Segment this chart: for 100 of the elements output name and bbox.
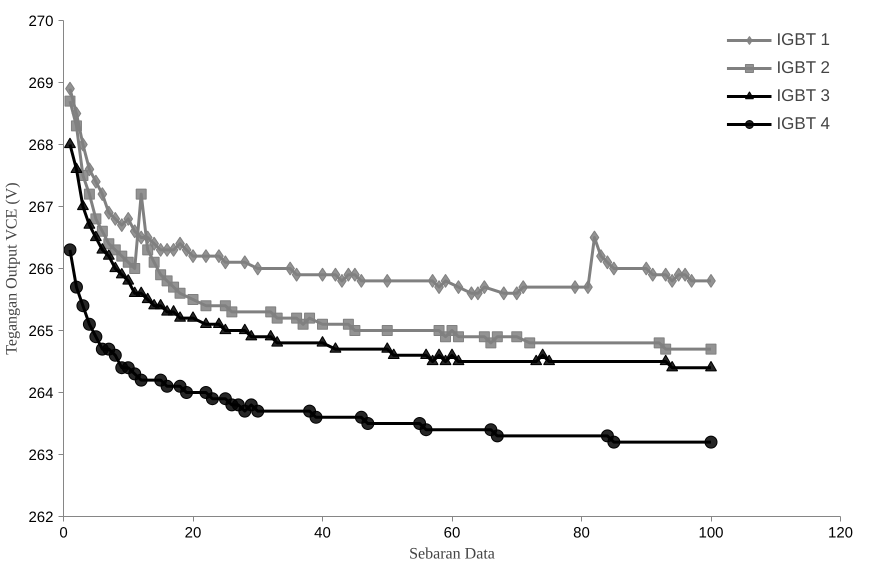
point (102, 249, 115, 260)
x-tick-label: 0 (59, 524, 68, 542)
point (704, 436, 718, 449)
point (187, 311, 199, 322)
point (116, 268, 128, 278)
point (240, 255, 250, 270)
point (264, 330, 277, 340)
point (660, 268, 671, 282)
point (492, 331, 503, 342)
y-tick-label: 266 (28, 261, 54, 278)
point (498, 286, 509, 300)
y-tick-label: 270 (28, 13, 54, 30)
point (136, 188, 147, 200)
point (245, 330, 258, 340)
point (64, 138, 76, 148)
point (433, 348, 446, 359)
point (142, 244, 154, 256)
x-axis-title: Sebaran Data (409, 546, 495, 562)
point (174, 311, 186, 322)
point (108, 348, 122, 362)
point (200, 317, 212, 328)
point (238, 324, 251, 334)
point (609, 262, 619, 276)
point (310, 410, 323, 424)
point (452, 331, 464, 342)
point (641, 262, 652, 276)
y-tick-label: 267 (28, 199, 54, 216)
point (226, 306, 238, 318)
point (154, 298, 167, 310)
point (382, 325, 393, 336)
point (123, 212, 134, 226)
point (84, 188, 95, 200)
point (90, 213, 102, 224)
x-tick-label: 100 (698, 524, 724, 542)
y-tick-label: 264 (28, 385, 54, 402)
point (420, 348, 432, 359)
x-tick-label: 40 (314, 524, 331, 542)
point (206, 392, 219, 406)
point (251, 404, 264, 418)
point (96, 226, 108, 237)
point (329, 342, 342, 353)
point (382, 274, 392, 288)
point (666, 360, 678, 372)
y-tick-label: 268 (28, 137, 54, 154)
point (420, 423, 433, 436)
legend-label: IGBT 1 (776, 30, 830, 50)
x-tick-label: 80 (573, 524, 590, 542)
point (543, 354, 556, 366)
point (317, 318, 328, 330)
point (511, 331, 522, 342)
point (82, 318, 96, 331)
legend-label: IGBT 3 (776, 86, 830, 106)
point (452, 354, 464, 366)
point (660, 354, 672, 366)
point (381, 342, 394, 353)
point (607, 436, 620, 449)
point (110, 212, 120, 226)
x-tick-label: 60 (444, 524, 460, 542)
point (388, 348, 400, 359)
point (174, 288, 186, 299)
x-tick-label: 20 (184, 524, 202, 542)
point (272, 312, 283, 324)
y-tick-label: 269 (28, 75, 54, 92)
point (316, 336, 328, 347)
point (188, 294, 198, 305)
point (349, 325, 360, 336)
point (148, 256, 160, 268)
point (660, 344, 672, 355)
point (648, 268, 658, 282)
point (70, 120, 82, 132)
legend-label: IGBT 2 (776, 58, 830, 78)
point (64, 96, 76, 107)
point (271, 336, 284, 347)
y-tick-label: 263 (28, 447, 54, 464)
point (104, 206, 114, 220)
point (285, 262, 295, 276)
point (212, 317, 225, 328)
point (180, 386, 194, 399)
point (446, 348, 458, 359)
point (160, 380, 174, 393)
point (361, 417, 374, 430)
point (530, 354, 542, 366)
point (70, 280, 83, 294)
point (135, 286, 148, 297)
point (116, 218, 127, 232)
point (524, 337, 536, 348)
point (304, 312, 316, 324)
point (76, 299, 90, 312)
point (96, 243, 108, 254)
point (89, 330, 102, 344)
y-tick-label: 262 (28, 509, 54, 526)
x-tick-label: 120 (828, 524, 854, 542)
legend-label: IGBT 4 (776, 114, 830, 134)
point (252, 262, 263, 276)
point (134, 374, 148, 387)
point (219, 324, 232, 334)
y-tick-label: 265 (28, 323, 54, 340)
point (90, 230, 102, 242)
point (705, 360, 717, 372)
point (76, 200, 89, 210)
